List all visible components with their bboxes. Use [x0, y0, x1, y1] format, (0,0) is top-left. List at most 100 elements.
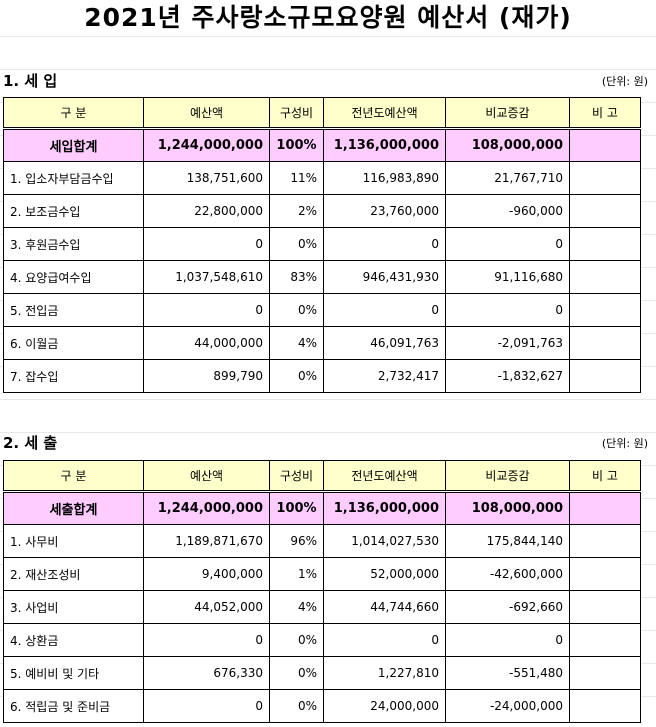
header-note: 비 고 [569, 460, 641, 493]
row-budget: 9,400,000 [143, 557, 270, 591]
row-prev: 0 [323, 293, 446, 327]
row-diff: 0 [445, 623, 570, 657]
document-title: 2021년 주사랑소규모요양원 예산서 (재가) [84, 3, 572, 32]
expense-total-row: 세출합계 1,244,000,000 100% 1,136,000,000 10… [3, 491, 641, 525]
row-prev: 46,091,763 [323, 326, 446, 360]
row-note [569, 656, 641, 690]
table-row: 1. 입소자부담금수입 138,751,600 11% 116,983,890 21,7… [3, 161, 641, 195]
row-budget: 44,052,000 [143, 590, 270, 624]
row-ratio: 0% [269, 227, 324, 261]
row-note [569, 359, 641, 393]
income-total-row: 세입합계 1,244,000,000 100% 1,136,000,000 10… [3, 128, 641, 162]
row-name: 6. 적립금 및 준비금 [3, 689, 144, 723]
row-name: 4. 상환금 [3, 623, 144, 657]
total-name: 세입합계 [3, 128, 144, 162]
row-ratio: 11% [269, 161, 324, 195]
table-row: 5. 전입금 0 0% 0 0 [3, 293, 641, 327]
row-name: 5. 전입금 [3, 293, 144, 327]
row-prev: 52,000,000 [323, 557, 446, 591]
row-budget: 0 [143, 293, 270, 327]
row-note [569, 260, 641, 294]
total-ratio: 100% [269, 128, 324, 162]
row-prev: 1,227,810 [323, 656, 446, 690]
row-name: 3. 후원금수입 [3, 227, 144, 261]
income-header-row: 구 분 예산액 구성비 전년도예산액 비교증감 비 고 [3, 97, 641, 130]
row-name: 1. 사무비 [3, 524, 144, 558]
row-diff: 0 [445, 227, 570, 261]
table-row: 4. 요양급여수입 1,037,548,610 83% 946,431,930 91,1… [3, 260, 641, 294]
table-row: 5. 예비비 및 기타 676,330 0% 1,227,810 -551,480 [3, 656, 641, 690]
header-note: 비 고 [569, 97, 641, 130]
header-difference: 비교증감 [445, 460, 570, 493]
row-ratio: 4% [269, 590, 324, 624]
row-ratio: 2% [269, 194, 324, 228]
row-diff: 91,116,680 [445, 260, 570, 294]
header-prev-budget: 전년도예산액 [323, 97, 446, 130]
header-budget: 예산액 [143, 97, 270, 130]
row-budget: 0 [143, 227, 270, 261]
row-name: 1. 입소자부담금수입 [3, 161, 144, 195]
row-diff: -42,600,000 [445, 557, 570, 591]
row-ratio: 83% [269, 260, 324, 294]
row-prev: 24,000,000 [323, 689, 446, 723]
row-note [569, 194, 641, 228]
row-prev: 1,014,027,530 [323, 524, 446, 558]
row-name: 6. 이월금 [3, 326, 144, 360]
row-budget: 676,330 [143, 656, 270, 690]
row-note [569, 557, 641, 591]
row-ratio: 0% [269, 656, 324, 690]
header-ratio: 구성비 [269, 97, 324, 130]
row-prev: 946,431,930 [323, 260, 446, 294]
row-budget: 1,189,871,670 [143, 524, 270, 558]
row-diff: -24,000,000 [445, 689, 570, 723]
row-ratio: 0% [269, 359, 324, 393]
row-prev: 0 [323, 227, 446, 261]
row-diff: -960,000 [445, 194, 570, 228]
income-unit-label: (단위: 원) [601, 75, 648, 88]
row-prev: 2,732,417 [323, 359, 446, 393]
table-row: 3. 후원금수입 0 0% 0 0 [3, 227, 641, 261]
income-section-title: 1. 세 입 [3, 72, 58, 90]
table-row: 3. 사업비 44,052,000 4% 44,744,660 -692,660 [3, 590, 641, 624]
row-name: 3. 사업비 [3, 590, 144, 624]
row-ratio: 0% [269, 293, 324, 327]
total-prev: 1,136,000,000 [323, 128, 446, 162]
row-budget: 1,037,548,610 [143, 260, 270, 294]
row-prev: 44,744,660 [323, 590, 446, 624]
table-row: 7. 잡수입 899,790 0% 2,732,417 -1,832,627 [3, 359, 641, 393]
header-category: 구 분 [3, 460, 144, 493]
row-ratio: 0% [269, 689, 324, 723]
table-row: 6. 적립금 및 준비금 0 0% 24,000,000 -24,000,000 [3, 689, 641, 723]
total-name: 세출합계 [3, 491, 144, 525]
row-name: 2. 보조금수입 [3, 194, 144, 228]
table-row: 2. 재산조성비 9,400,000 1% 52,000,000 -42,600,000 [3, 557, 641, 591]
row-note [569, 524, 641, 558]
row-budget: 44,000,000 [143, 326, 270, 360]
income-table: 구 분 예산액 구성비 전년도예산액 비교증감 비 고 세입합계 1,244,0… [3, 97, 641, 393]
row-budget: 138,751,600 [143, 161, 270, 195]
total-ratio: 100% [269, 491, 324, 525]
row-diff: -2,091,763 [445, 326, 570, 360]
expense-unit-label: (단위: 원) [601, 437, 648, 450]
row-diff: 175,844,140 [445, 524, 570, 558]
row-name: 2. 재산조성비 [3, 557, 144, 591]
header-prev-budget: 전년도예산액 [323, 460, 446, 493]
row-ratio: 96% [269, 524, 324, 558]
expense-table: 구 분 예산액 구성비 전년도예산액 비교증감 비 고 세출합계 1,244,0… [3, 460, 641, 723]
row-prev: 23,760,000 [323, 194, 446, 228]
header-ratio: 구성비 [269, 460, 324, 493]
row-name: 4. 요양급여수입 [3, 260, 144, 294]
expense-section-title: 2. 세 출 [3, 434, 58, 452]
total-note [569, 491, 641, 525]
row-diff: -1,832,627 [445, 359, 570, 393]
row-note [569, 293, 641, 327]
row-diff: -692,660 [445, 590, 570, 624]
table-row: 6. 이월금 44,000,000 4% 46,091,763 -2,091,763 [3, 326, 641, 360]
row-ratio: 1% [269, 557, 324, 591]
row-budget: 0 [143, 623, 270, 657]
row-note [569, 590, 641, 624]
header-budget: 예산액 [143, 460, 270, 493]
total-diff: 108,000,000 [445, 491, 570, 525]
row-note [569, 326, 641, 360]
row-budget: 0 [143, 689, 270, 723]
